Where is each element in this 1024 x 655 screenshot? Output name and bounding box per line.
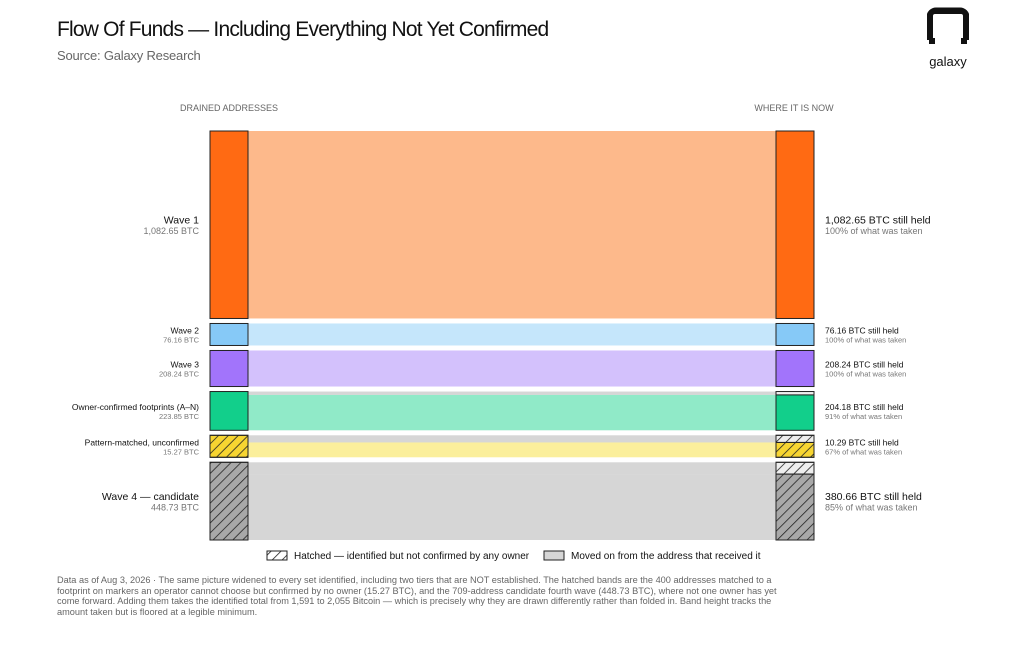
flow-pct-label: 100% of what was taken [825, 226, 923, 236]
right-node-held-hatch-4 [775, 441, 815, 458]
page-title: Flow Of Funds — Including Everything Not… [57, 18, 549, 41]
galaxy-logo-text: galaxy [929, 54, 967, 69]
flow-taken-label: 76.16 BTC [163, 335, 199, 344]
flow-held-label: 1,082.65 BTC still held [825, 215, 931, 227]
right-node-moved-hatch-5 [775, 461, 815, 475]
left-column-header: DRAINED ADDRESSES [180, 103, 278, 113]
right-node-held-1 [775, 322, 815, 346]
flow-name-label: Wave 2 [170, 325, 199, 335]
right-node-held-0 [775, 130, 815, 319]
flow-pct-label: 85% of what was taken [825, 503, 918, 513]
band-moved-5 [248, 462, 776, 475]
flow-pct-label: 100% of what was taken [825, 335, 906, 344]
band-moved-4 [248, 435, 776, 443]
flow-pct-label: 100% of what was taken [825, 370, 906, 379]
legend: Hatched — identified but not confirmed b… [266, 550, 761, 562]
left-node-1 [209, 322, 249, 346]
flow-name-label: Wave 4 — candidate [102, 491, 199, 503]
right-node-held-3 [775, 394, 815, 431]
band-held-1 [248, 323, 776, 346]
footnote: Data as of Aug 3, 2026 · The same pictur… [57, 575, 777, 617]
band-held-3 [248, 394, 776, 431]
right-node-moved-hatch-4 [775, 434, 815, 443]
flow-held-label: 208.24 BTC still held [825, 360, 904, 370]
flow-held-label: 76.16 BTC still held [825, 325, 899, 335]
flow-taken-label: 15.27 BTC [163, 447, 199, 456]
flow-name-label: Wave 1 [164, 215, 199, 227]
left-node-2 [209, 349, 249, 388]
galaxy-logo: galaxy [922, 6, 974, 72]
flow-pct-label: 67% of what was taken [825, 447, 902, 456]
right-node-moved-3 [775, 391, 815, 396]
page-subtitle: Source: Galaxy Research [57, 48, 201, 63]
right-node-held-hatch-5 [775, 473, 815, 541]
left-node-hatch-4 [209, 434, 249, 458]
flow-held-label: 204.18 BTC still held [825, 402, 904, 412]
flow-taken-label: 1,082.65 BTC [143, 226, 199, 236]
flow-pct-label: 91% of what was taken [825, 412, 902, 421]
right-column-header: WHERE IT IS NOW [754, 103, 834, 113]
band-held-4 [248, 442, 776, 458]
legend-swatch-moved [543, 550, 565, 561]
band-moved-3 [248, 391, 776, 395]
flow-name-label: Owner-confirmed footprints (A–N) [72, 402, 199, 412]
legend-label-hatched: Hatched — identified but not confirmed b… [294, 551, 530, 562]
flow-held-label: 10.29 BTC still held [825, 437, 899, 447]
flow-held-label: 380.66 BTC still held [825, 491, 922, 503]
sankey-chart: DRAINED ADDRESSES WHERE IT IS NOW Wave 1… [72, 103, 931, 562]
galaxy-logo-icon [927, 7, 969, 48]
left-node-3 [209, 391, 249, 431]
flow-taken-label: 208.24 BTC [159, 370, 200, 379]
left-node-hatch-5 [209, 461, 249, 541]
right-node-held-2 [775, 349, 815, 388]
band-held-0 [248, 131, 776, 319]
flow-taken-label: 448.73 BTC [151, 503, 200, 513]
flow-name-label: Pattern-matched, unconfirmed [85, 437, 200, 447]
band-held-5 [248, 474, 776, 540]
flow-taken-label: 223.85 BTC [159, 412, 200, 421]
flow-name-label: Wave 3 [170, 360, 199, 370]
left-node-0 [209, 130, 249, 319]
legend-swatch-hatch [266, 550, 288, 561]
legend-label-moved: Moved on from the address that received … [571, 551, 761, 562]
band-held-2 [248, 350, 776, 387]
